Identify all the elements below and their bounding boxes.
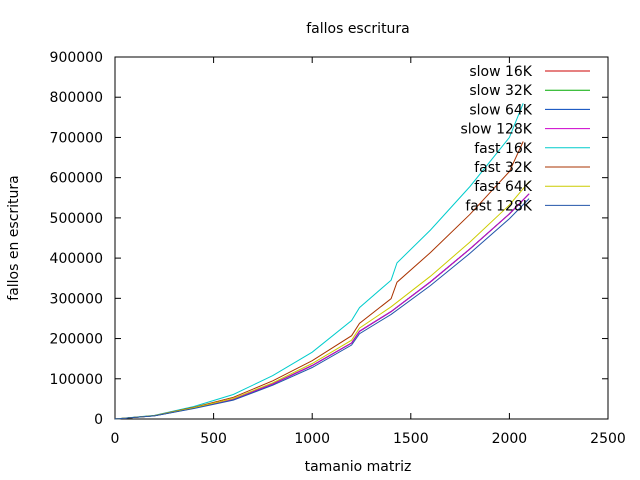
series-line-fast-16k — [114, 103, 524, 420]
y-tick-label: 600000 — [50, 171, 103, 187]
y-tick-label: 900000 — [50, 50, 103, 66]
legend-label: fast 64K — [474, 179, 533, 195]
y-axis: 0 100000 200000 300000 400000 500000 600000 700… — [50, 50, 608, 428]
legend-label: fast 16K — [474, 141, 533, 157]
y-tick-label: 200000 — [50, 332, 103, 348]
x-tick-label: 1500 — [393, 431, 429, 447]
series-line-slow-32k — [114, 193, 530, 420]
y-axis-label: fallos en escritura — [6, 175, 22, 300]
series-lines — [114, 103, 530, 420]
x-tick-label: 0 — [111, 431, 120, 447]
legend-label: slow 16K — [469, 64, 532, 80]
y-tick-label: 300000 — [50, 291, 103, 307]
plot-frame — [114, 56, 609, 420]
y-tick-label: 700000 — [50, 130, 103, 146]
series-line-fast-32k — [114, 141, 524, 420]
series-line-fast-64k — [114, 181, 530, 420]
legend-label: fast 32K — [474, 160, 533, 176]
legend-label: slow 32K — [469, 83, 532, 99]
legend: slow 16K slow 32K slow 64K slow 128K fast 16… — [460, 64, 590, 214]
y-tick-label: 800000 — [50, 90, 103, 106]
x-tick-label: 500 — [200, 431, 227, 447]
series-line-slow-16k — [114, 193, 530, 420]
x-tick-label: 2000 — [492, 431, 528, 447]
legend-label: fast 128K — [465, 198, 532, 214]
y-tick-label: 400000 — [50, 251, 103, 267]
chart-title: fallos escritura — [306, 21, 410, 37]
series-line-slow-64k — [114, 193, 530, 420]
x-tick-label: 2500 — [590, 431, 626, 447]
x-axis-label: tamanio matriz — [305, 459, 412, 475]
legend-label: slow 64K — [469, 102, 532, 118]
y-tick-label: 500000 — [50, 211, 103, 227]
legend-label: slow 128K — [460, 122, 532, 138]
series-line-fast-128k — [114, 198, 530, 420]
y-tick-label: 0 — [94, 412, 103, 428]
x-tick-label: 1000 — [294, 431, 330, 447]
series-line-slow-128k — [114, 193, 530, 420]
x-axis: 0 500 1000 1500 2000 2500 — [111, 57, 626, 447]
y-tick-label: 100000 — [50, 372, 103, 388]
